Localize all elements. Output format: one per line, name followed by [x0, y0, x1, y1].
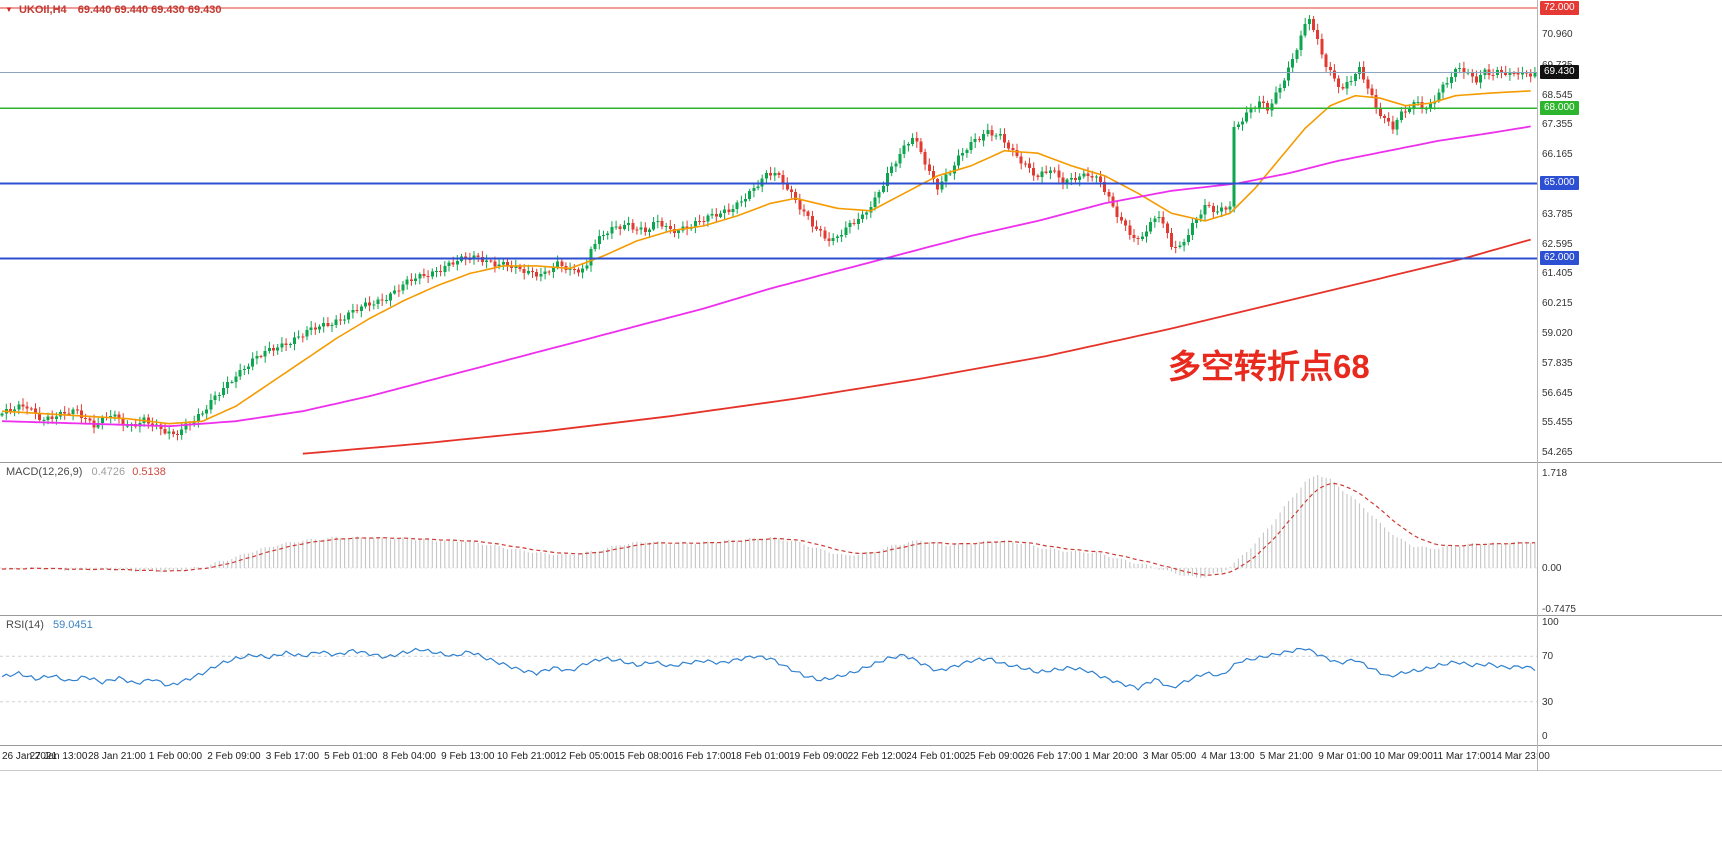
- price-axis-tick: 69.735: [1542, 60, 1573, 71]
- bottom-blank-area: [0, 771, 1722, 841]
- rsi-axis-tick: 0: [1542, 731, 1548, 742]
- rsi-panel: RSI(14) 59.0451 100 70 30 0: [0, 616, 1722, 746]
- macd-axis-tick: 1.718: [1542, 468, 1568, 480]
- price-axis-tick: 56.645: [1542, 387, 1573, 399]
- time-axis-label: 26 Feb 17:00: [1023, 751, 1082, 762]
- time-axis-label: 19 Feb 09:00: [789, 751, 849, 762]
- time-axis-label: 4 Mar 13:00: [1201, 751, 1255, 762]
- price-chart-panel: ▼ UKOIl,H4 69.440 69.440 69.430 69.430 多…: [0, 0, 1722, 463]
- time-axis-label: 3 Mar 05:00: [1142, 751, 1197, 762]
- time-axis-label: 1 Mar 20:00: [1084, 751, 1138, 762]
- symbol-marker-icon: ▼: [5, 5, 13, 14]
- macd-value-main: 0.4726: [91, 466, 126, 478]
- chart-annotation-text: 多空转折点68: [1168, 348, 1370, 385]
- time-axis-label: 12 Feb 05:00: [555, 751, 615, 762]
- rsi-axis-tick: 30: [1542, 696, 1554, 708]
- price-axis-tick: 55.455: [1542, 417, 1573, 429]
- price-axis-tick: 61.405: [1542, 268, 1573, 280]
- price-badge-69.430: 69.430: [1540, 65, 1579, 80]
- macd-value-signal: 0.5138: [132, 466, 166, 478]
- time-axis-label: 24 Feb 01:00: [906, 751, 966, 762]
- time-axis-label: 3 Feb 17:00: [265, 751, 320, 762]
- price-axis-tick: 60.215: [1542, 298, 1573, 310]
- time-axis-label: 11 Mar 17:00: [1432, 751, 1491, 762]
- time-axis[interactable]: 26 Jan 2021 27 Jan 13:00 28 Jan 21:00 1 Feb…: [0, 746, 1722, 771]
- axis-separator-line: [1537, 0, 1538, 771]
- price-badge-65.000: 65.000: [1540, 176, 1579, 191]
- price-axis-tick: 67.355: [1542, 119, 1573, 131]
- price-axis-tick: 66.165: [1542, 149, 1573, 161]
- chart-ohlc-values: 69.440 69.440 69.430 69.430: [77, 4, 222, 16]
- time-axis-label: 5 Feb 01:00: [324, 751, 378, 762]
- macd-axis-tick: -0.7475: [1542, 604, 1576, 616]
- chart-title: ▼ UKOIl,H4 69.440 69.440 69.430 69.430: [5, 4, 221, 16]
- price-axis-tick: 62.595: [1542, 238, 1573, 250]
- macd-label-text: MACD(12,26,9): [6, 466, 83, 478]
- rsi-label-text: RSI(14): [6, 619, 44, 631]
- chart-symbol-period: UKOIl,H4: [18, 4, 67, 16]
- time-axis-label: 16 Feb 17:00: [672, 751, 732, 762]
- time-axis-label: 5 Mar 21:00: [1259, 751, 1314, 762]
- macd-panel: MACD(12,26,9) 0.4726 0.5138 1.718 0.00 -0.…: [0, 463, 1722, 616]
- time-axis-label: 26 Jan 2021: [2, 751, 58, 762]
- price-axis-tick: 68.545: [1542, 89, 1573, 101]
- time-axis-label: 18 Feb 01:00: [730, 751, 790, 762]
- time-axis-label: 14 Mar 23:00: [1490, 751, 1550, 762]
- time-axis-label: 10 Mar 09:00: [1373, 751, 1433, 762]
- macd-axis-tick: 0.00: [1542, 563, 1562, 575]
- price-scale[interactable]: 70.960 69.735 68.545 67.355 66.165 63.785 62.5…: [1538, 0, 1722, 462]
- rsi-axis-tick: 100: [1542, 617, 1559, 628]
- macd-indicator-label: MACD(12,26,9) 0.4726 0.5138: [6, 466, 166, 478]
- price-badge-72.000: 72.000: [1540, 1, 1579, 15]
- time-axis-label: 27 Jan 13:00: [29, 751, 88, 762]
- time-axis-label: 15 Feb 08:00: [613, 751, 673, 762]
- macd-canvas[interactable]: [0, 463, 1537, 615]
- price-badge-68.000: 68.000: [1540, 101, 1579, 116]
- rsi-value: 59.0451: [52, 619, 93, 631]
- rsi-indicator-label: RSI(14) 59.0451: [6, 619, 93, 631]
- rsi-scale[interactable]: 100 70 30 0: [1538, 616, 1722, 745]
- price-axis-tick: 70.960: [1542, 29, 1573, 41]
- time-axis-label: 2 Feb 09:00: [207, 751, 261, 762]
- time-axis-label: 9 Mar 01:00: [1318, 751, 1372, 762]
- time-axis-label: 28 Jan 21:00: [87, 751, 146, 762]
- rsi-canvas[interactable]: [0, 616, 1537, 745]
- price-axis-tick: 57.835: [1542, 357, 1573, 369]
- time-axis-label: 9 Feb 13:00: [441, 751, 495, 762]
- time-axis-label: 25 Feb 09:00: [964, 751, 1024, 762]
- time-axis-label: 1 Feb 00:00: [148, 751, 203, 762]
- price-axis-tick: 59.020: [1542, 328, 1573, 340]
- price-axis-tick: 63.785: [1542, 208, 1573, 220]
- price-chart-canvas[interactable]: [0, 0, 1537, 462]
- price-axis-tick: 54.265: [1542, 447, 1573, 459]
- time-axis-label: 8 Feb 04:00: [382, 751, 436, 762]
- rsi-axis-tick: 70: [1542, 651, 1554, 663]
- time-axis-label: 10 Feb 21:00: [496, 751, 556, 762]
- macd-scale[interactable]: 1.718 0.00 -0.7475: [1538, 463, 1722, 615]
- price-badge-62.000: 62.000: [1540, 251, 1579, 266]
- time-axis-label: 22 Feb 12:00: [847, 751, 907, 762]
